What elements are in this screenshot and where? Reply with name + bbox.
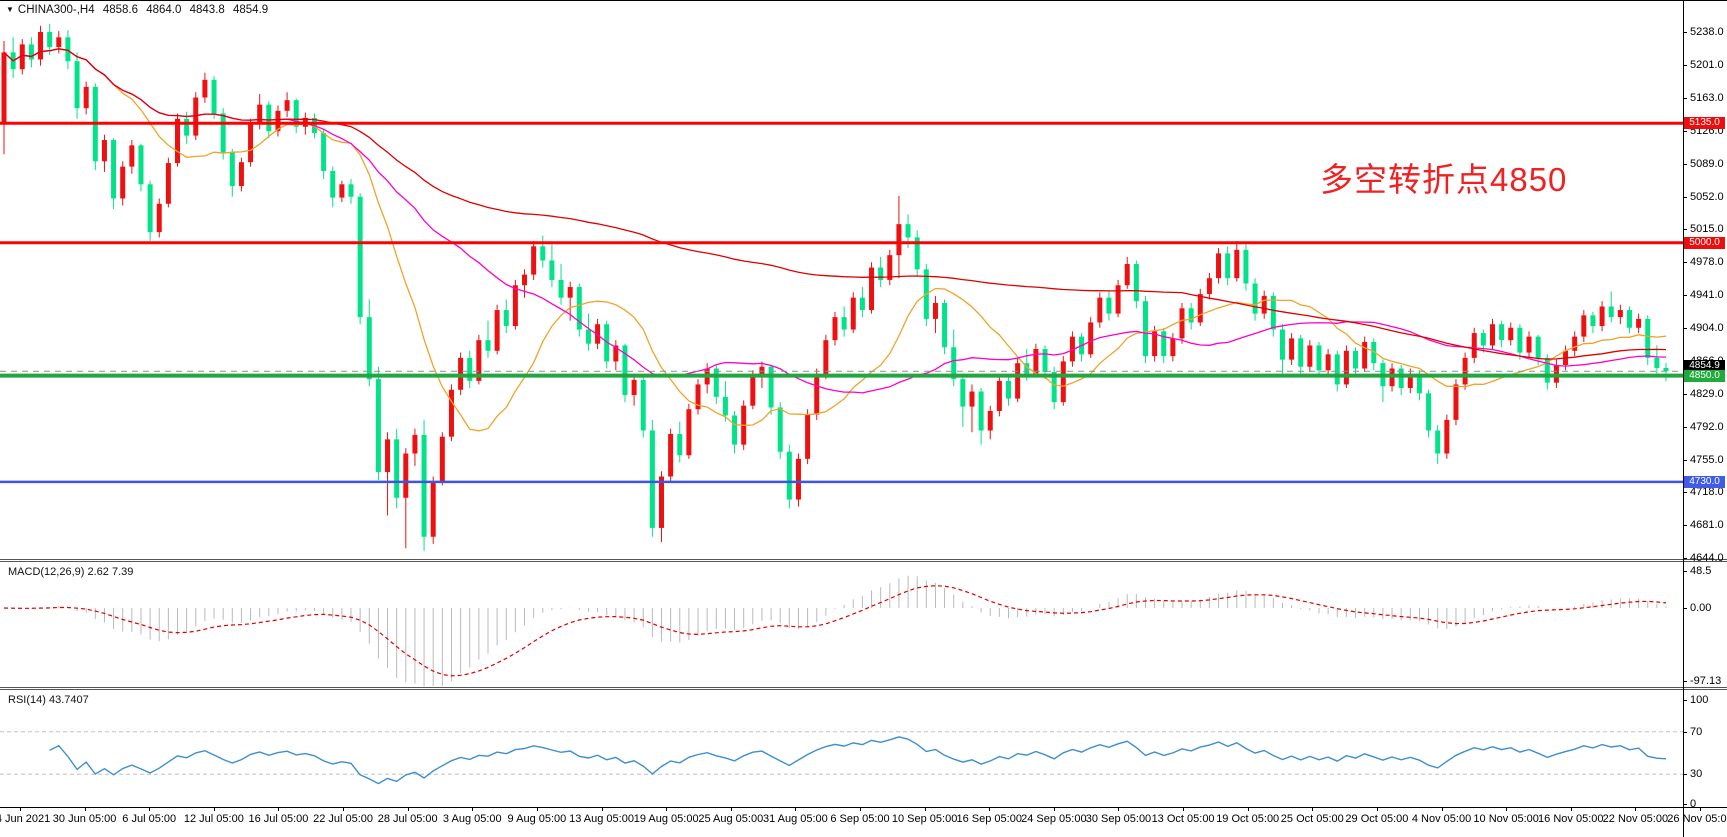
time-axis-tick <box>343 807 345 811</box>
time-axis-label: 16 Nov 05:00 <box>1538 813 1604 825</box>
time-axis-tick <box>213 807 215 811</box>
time-axis-tick <box>1247 807 1249 811</box>
time-axis-label: 29 Oct 05:00 <box>1345 813 1409 825</box>
price-axis-label: 5089.0 <box>1683 157 1724 170</box>
time-axis-label: 13 Aug 05:00 <box>569 813 634 825</box>
price-level-badge: 5000.0 <box>1684 236 1725 249</box>
price-axis-line <box>1683 1 1684 837</box>
time-axis-label: 12 Jul 05:00 <box>183 813 244 825</box>
time-axis-label: 4 Nov 05:00 <box>1411 813 1472 825</box>
price-axis-label: 4904.0 <box>1683 321 1724 334</box>
chart-annotation-text: 多空转折点4850 <box>1320 161 1568 198</box>
time-axis-tick <box>1312 807 1314 811</box>
time-axis-tick <box>1506 807 1508 811</box>
price-axis-label: 4755.0 <box>1683 453 1724 466</box>
time-axis-tick <box>1376 807 1378 811</box>
symbol-timeframe: CHINA300-,H4 <box>17 4 95 16</box>
ohlc-high: 4864.0 <box>146 4 182 16</box>
time-axis-label: 24 Sep 05:00 <box>1021 813 1087 825</box>
price-axis-label: 5015.0 <box>1683 223 1724 236</box>
ohlc-low: 4843.8 <box>189 4 225 16</box>
time-axis-tick <box>666 807 668 811</box>
time-axis-label: 22 Nov 05:00 <box>1602 813 1669 825</box>
price-axis-label: 5052.0 <box>1683 190 1724 203</box>
time-axis-label: 31 Aug 05:00 <box>762 813 828 825</box>
ohlc-close: 4854.9 <box>233 4 269 16</box>
time-axis-label: 10 Nov 05:00 <box>1473 813 1539 825</box>
time-axis-tick <box>1570 807 1572 811</box>
time-axis-tick <box>1441 807 1443 811</box>
time-axis-tick <box>472 807 474 811</box>
time-axis-label: 13 Oct 05:00 <box>1151 813 1215 825</box>
chart-title: ▼ CHINA300-,H4 4858.6 4864.0 4843.8 4854.… <box>6 4 273 16</box>
time-axis-label: 19 Aug 05:00 <box>633 813 699 825</box>
macd-axis-label: -97.13 <box>1682 675 1722 688</box>
time-axis-tick <box>601 807 603 811</box>
main-price-chart[interactable] <box>0 1 1683 559</box>
time-axis-tick <box>149 807 151 811</box>
time-axis-tick <box>924 807 926 811</box>
price-level-badge: 4730.0 <box>1684 475 1725 488</box>
time-axis-label: 28 Jul 05:00 <box>377 813 438 825</box>
time-axis-label: 6 Sep 05:00 <box>830 813 890 825</box>
macd-axis-label: 0.00 <box>1682 602 1712 614</box>
time-axis-tick <box>1118 807 1120 811</box>
rsi-axis-label: 0 <box>1682 798 1697 810</box>
time-axis-label: 16 Sep 05:00 <box>956 813 1022 825</box>
time-axis-label: 16 Jul 05:00 <box>248 813 309 825</box>
dropdown-arrow-icon[interactable]: ▼ <box>6 5 14 14</box>
rsi-axis-label: 100 <box>1682 694 1709 706</box>
time-axis-tick <box>407 807 409 811</box>
price-axis-label: 4644.0 <box>1683 552 1724 564</box>
rsi-panel[interactable] <box>0 691 1683 807</box>
time-axis-tick <box>20 807 21 811</box>
ohlc-open: 4858.6 <box>102 4 139 16</box>
time-axis-label: 10 Sep 05:00 <box>891 813 958 825</box>
time-axis-label: 30 Jun 05:00 <box>52 813 117 825</box>
price-axis-label: 4792.0 <box>1683 420 1724 433</box>
price-axis-label: 4829.0 <box>1683 388 1724 401</box>
price-axis-label: 4978.0 <box>1683 256 1724 269</box>
time-axis-line <box>0 807 1727 808</box>
price-axis-label: 5201.0 <box>1683 58 1724 71</box>
time-axis-tick <box>1700 807 1701 811</box>
time-axis-tick <box>278 807 280 811</box>
panel-separator[interactable] <box>0 559 1727 562</box>
time-axis-label: 30 Sep 05:00 <box>1085 813 1152 825</box>
time-axis-tick <box>860 807 861 811</box>
macd-panel[interactable] <box>0 563 1683 687</box>
time-axis-label: 24 Jun 2021 <box>0 813 51 825</box>
time-axis-label: 26 Nov 05:00 <box>1667 813 1727 825</box>
price-level-badge: 4850.0 <box>1684 369 1725 382</box>
price-axis-label: 4941.0 <box>1683 289 1724 301</box>
time-axis-tick <box>1635 807 1637 811</box>
time-axis-tick <box>730 807 732 811</box>
price-level-badge: 5135.0 <box>1684 117 1725 130</box>
time-axis-label: 25 Aug 05:00 <box>698 813 764 825</box>
rsi-label: RSI(14) 43.7407 <box>8 694 89 706</box>
panel-separator[interactable] <box>0 687 1727 690</box>
macd-axis-label: 48.5 <box>1682 565 1712 578</box>
price-axis-label: 5163.0 <box>1683 92 1724 105</box>
price-axis-label: 5238.0 <box>1683 26 1724 38</box>
price-level-badge: 4854.9 <box>1684 360 1725 373</box>
time-axis-label: 25 Oct 05:00 <box>1280 813 1344 825</box>
macd-label: MACD(12,26,9) 2.62 7.39 <box>8 566 134 578</box>
price-axis-label: 4718.0 <box>1683 486 1724 499</box>
time-axis-label: 22 Jul 05:00 <box>313 813 374 825</box>
time-axis-tick <box>84 807 86 811</box>
time-axis-tick <box>536 807 538 811</box>
time-axis-tick <box>1053 807 1055 811</box>
time-axis-label: 3 Aug 05:00 <box>442 813 502 825</box>
time-axis-tick <box>989 807 991 811</box>
time-axis-label: 9 Aug 05:00 <box>507 813 567 825</box>
time-axis-tick <box>795 807 797 811</box>
rsi-axis-label: 30 <box>1682 768 1703 781</box>
time-axis-label: 6 Jul 05:00 <box>122 813 177 825</box>
time-axis-tick <box>1183 807 1185 811</box>
price-axis-label: 4681.0 <box>1683 519 1724 532</box>
rsi-axis-label: 70 <box>1682 725 1703 738</box>
time-axis-label: 19 Oct 05:00 <box>1216 813 1280 825</box>
